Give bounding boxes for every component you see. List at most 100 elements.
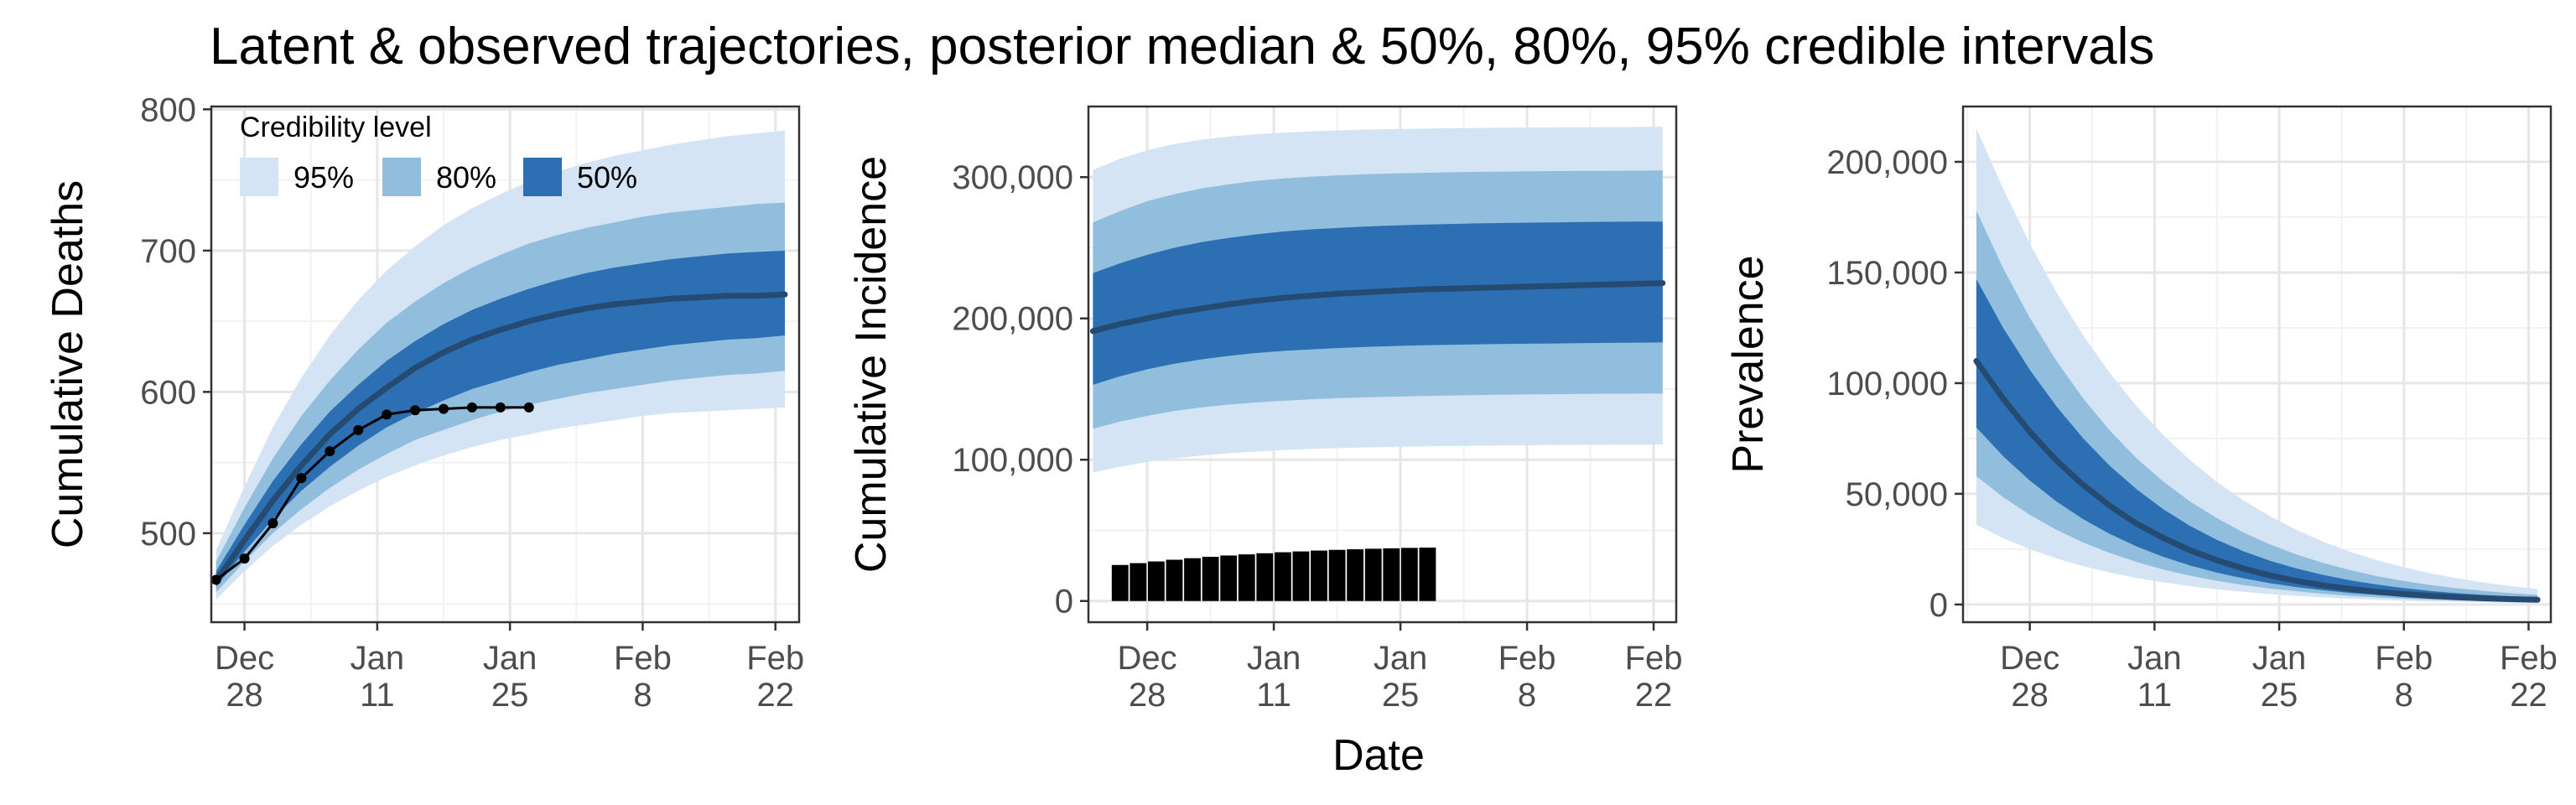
observed-bar	[1364, 548, 1382, 601]
panel-2: Dec28Jan11Jan25Feb8Feb220100,000200,0003…	[847, 105, 1683, 714]
observed-bar	[1419, 548, 1436, 601]
legend-item-label: 95%	[293, 160, 354, 195]
panel-border	[1961, 105, 2553, 624]
x-tick-label: Dec	[2000, 640, 2059, 677]
panel-border	[1087, 105, 1678, 624]
observed-bar	[1311, 550, 1327, 601]
x-tick-label: Jan	[1374, 640, 1428, 677]
observed-point	[353, 424, 364, 435]
observed-bar	[1274, 552, 1291, 601]
legend-swatch	[523, 158, 562, 196]
x-tick-label: 22	[1635, 677, 1673, 714]
x-tick-label: 28	[226, 677, 263, 714]
x-tick-label: Dec	[1118, 640, 1177, 677]
x-tick-label: Jan	[1247, 640, 1301, 677]
observed-bar	[1111, 564, 1129, 601]
ci50-ribbon	[1976, 278, 2538, 601]
median-line	[213, 291, 788, 584]
observed-bar	[1292, 551, 1310, 601]
x-tick-label: 25	[491, 677, 529, 714]
observed-point	[439, 403, 449, 414]
observed-bar	[1347, 549, 1364, 601]
y-tick-label: 100,000	[1826, 366, 1948, 402]
x-tick-label: 28	[2011, 677, 2049, 714]
y-tick-label: 200,000	[1826, 144, 1948, 181]
observed-bar	[1147, 561, 1165, 601]
y-tick-label: 300,000	[952, 159, 1073, 196]
panel-border	[210, 105, 801, 624]
x-tick-label: 28	[1129, 677, 1166, 714]
observed-bar	[1256, 553, 1274, 601]
legend-item-label: 80%	[436, 160, 496, 195]
x-tick-label: 25	[1382, 677, 1420, 714]
legend-title: Credibility level	[240, 112, 432, 143]
x-tick-label: Feb	[1498, 640, 1556, 677]
observed-point	[523, 402, 534, 413]
ci50-ribbon	[216, 250, 785, 587]
ci50-ribbon	[1093, 221, 1663, 385]
observed-bar	[1238, 554, 1255, 601]
y-tick-label: 800	[140, 91, 196, 128]
x-tick-label: Jan	[351, 640, 405, 677]
x-tick-label: 22	[756, 677, 794, 714]
y-axis-label: Cumulative Incidence	[847, 156, 896, 573]
x-tick-label: Feb	[2500, 640, 2558, 677]
panel-1: Dec28Jan11Jan25Feb8Feb22500600700800Cumu…	[44, 91, 804, 714]
observed-bar	[1130, 563, 1147, 601]
y-tick-label: 50,000	[1846, 476, 1948, 513]
median-line	[1089, 280, 1666, 335]
observed-point	[466, 402, 477, 413]
x-axis-label: Date	[1332, 731, 1425, 780]
x-tick-label: 8	[1518, 677, 1536, 714]
y-tick-label: 100,000	[952, 442, 1073, 479]
observed-bar	[1383, 548, 1400, 601]
legend: Credibility level 95% 80% 50%	[240, 112, 637, 196]
y-axis-label: Cumulative Deaths	[44, 180, 92, 548]
y-tick-label: 700	[140, 233, 196, 270]
x-tick-label: Dec	[215, 640, 274, 677]
observed-bar	[1184, 558, 1201, 601]
x-tick-label: Jan	[483, 640, 538, 677]
x-tick-label: 22	[2510, 677, 2547, 714]
observed-point	[495, 402, 506, 413]
x-tick-label: Feb	[1625, 640, 1683, 677]
y-axis-label: Prevalence	[1724, 255, 1773, 473]
observed-bar	[1220, 555, 1238, 601]
legend-item-label: 50%	[577, 160, 637, 195]
observed-point	[296, 473, 307, 484]
panels: Dec28Jan11Jan25Feb8Feb22500600700800Cumu…	[44, 91, 2558, 714]
y-tick-label: 0	[1055, 584, 1073, 621]
chart-title: Latent & observed trajectories, posterio…	[210, 18, 2154, 75]
x-tick-label: Feb	[746, 640, 804, 677]
observed-point	[382, 409, 392, 420]
x-tick-label: Feb	[614, 640, 672, 677]
legend-swatch	[240, 158, 278, 196]
x-tick-label: 11	[2137, 677, 2173, 714]
x-tick-label: 25	[2261, 677, 2298, 714]
x-tick-label: Jan	[2127, 640, 2182, 677]
y-tick-label: 600	[140, 374, 196, 411]
x-tick-label: 8	[2395, 677, 2413, 714]
observed-point	[210, 574, 221, 585]
observed-point	[239, 553, 250, 564]
y-tick-label: 0	[1929, 587, 1948, 624]
observed-point	[325, 446, 335, 457]
x-tick-label: 11	[360, 677, 395, 714]
median-line	[1973, 358, 2541, 603]
y-tick-label: 150,000	[1826, 255, 1948, 292]
x-tick-label: 8	[633, 677, 652, 714]
x-tick-label: 11	[1256, 677, 1291, 714]
legend-swatch	[382, 158, 421, 196]
observed-bar	[1202, 556, 1219, 601]
panel-3: Dec28Jan11Jan25Feb8Feb22050,000100,00015…	[1724, 105, 2558, 714]
observed-bar	[1166, 559, 1183, 601]
observed-bar	[1328, 549, 1346, 601]
observed-point	[267, 518, 278, 529]
observed-bar	[1400, 548, 1418, 601]
y-tick-label: 200,000	[952, 301, 1073, 338]
x-tick-label: Feb	[2375, 640, 2433, 677]
observed-point	[410, 405, 421, 416]
x-tick-label: Jan	[2252, 640, 2307, 677]
